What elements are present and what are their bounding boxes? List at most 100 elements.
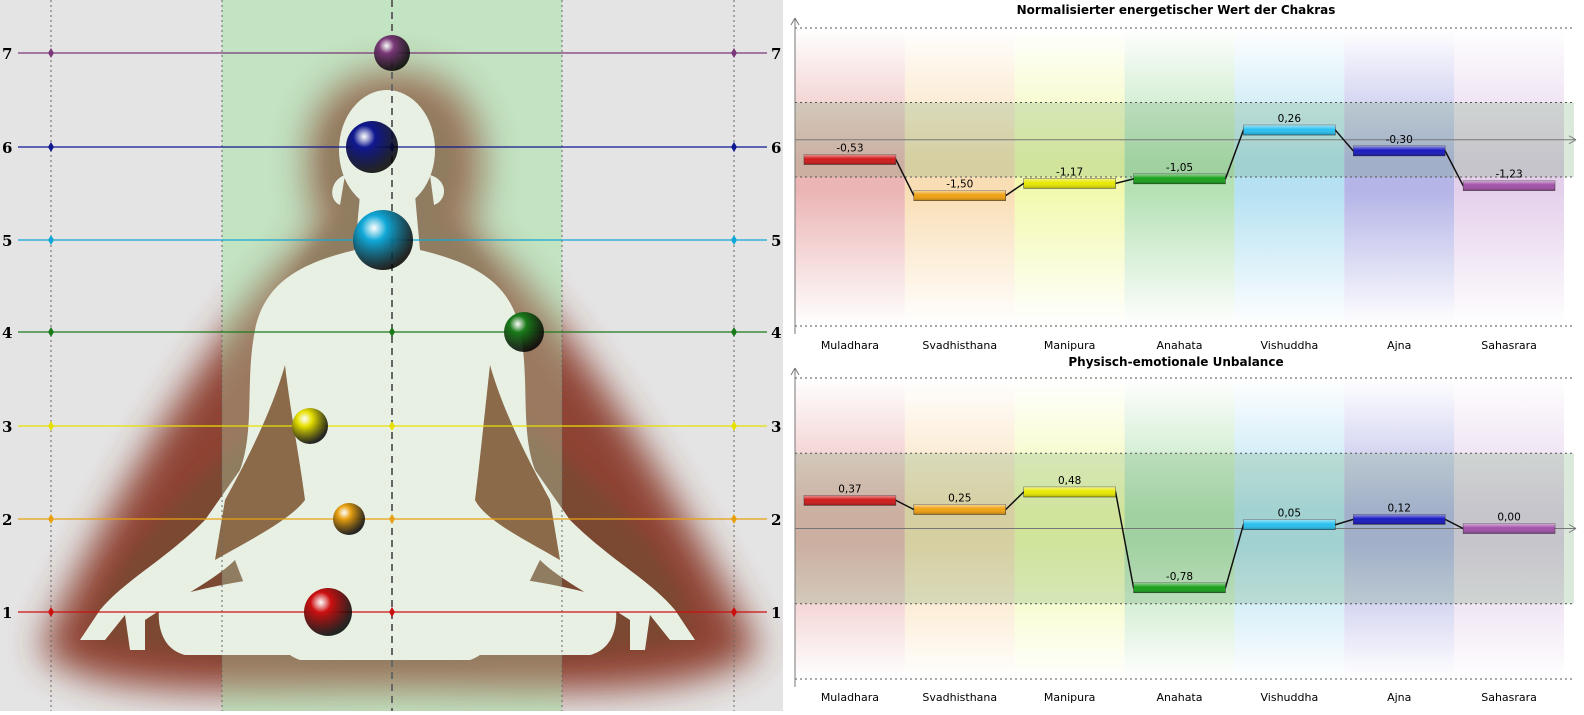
value-label: 0,37 [838, 483, 861, 495]
bar-shine [1243, 519, 1336, 530]
level-marker-4 [48, 327, 54, 337]
chart-1: Normalisierter energetischer Wert der Ch… [790, 3, 1577, 352]
value-label: 0,26 [1278, 113, 1302, 125]
level-label-left: 2 [2, 511, 12, 529]
bar-shine [1133, 173, 1226, 184]
category-label: Anahata [1156, 691, 1202, 704]
y-axis-arrow [790, 17, 800, 26]
bar-shine [1463, 523, 1555, 534]
level-marker-3 [731, 421, 737, 431]
category-label: Muladhara [821, 691, 879, 704]
level-label-left: 7 [2, 45, 12, 63]
category-label: Ajna [1387, 691, 1411, 704]
bar-shine [1133, 582, 1226, 593]
bar-shine [1023, 487, 1116, 498]
bar-shine [1463, 180, 1555, 191]
value-label: -0,30 [1386, 134, 1413, 146]
bar-shine [1243, 125, 1336, 136]
category-label: Svadhisthana [922, 339, 997, 352]
level-marker-2 [389, 514, 395, 524]
level-marker-2 [48, 514, 54, 524]
chakra-orb-4 [504, 312, 544, 352]
level-label-right: 3 [771, 418, 781, 436]
level-label-right: 1 [771, 604, 781, 622]
value-label: -1,23 [1495, 169, 1522, 181]
category-label: Sahasrara [1481, 339, 1537, 352]
value-label: -0,53 [836, 142, 863, 154]
level-marker-4 [731, 327, 737, 337]
level-marker-4 [389, 327, 395, 337]
bar-shine [1353, 145, 1446, 156]
y-axis-arrow [790, 367, 800, 376]
chakra-orb-2 [333, 503, 365, 535]
bar-shine [804, 154, 896, 165]
bar-shine [913, 190, 1006, 201]
level-marker-3 [48, 421, 54, 431]
level-marker-2 [731, 514, 737, 524]
category-label: Vishuddha [1261, 339, 1319, 352]
value-label: 0,00 [1497, 512, 1520, 524]
level-marker-6 [731, 142, 737, 152]
level-marker-7 [731, 48, 737, 58]
level-label-right: 7 [771, 45, 781, 63]
category-label: Manipura [1044, 691, 1095, 704]
value-label: 0,25 [948, 492, 971, 504]
level-label-left: 1 [2, 604, 12, 622]
chart-2: Physisch-emotionale Unbalance 0,37 0,25 0,4… [790, 355, 1577, 704]
level-marker-6 [48, 142, 54, 152]
zero-axis-arrow [1568, 524, 1577, 533]
level-marker-5 [731, 235, 737, 245]
value-label: -1,17 [1056, 166, 1083, 178]
chakra-orb-3 [292, 408, 328, 444]
chakra-orb-1 [304, 588, 352, 636]
level-label-left: 5 [2, 232, 12, 250]
category-label: Vishuddha [1261, 691, 1319, 704]
value-label: 0,48 [1058, 475, 1081, 487]
zero-axis-arrow [1568, 135, 1577, 145]
level-marker-3 [389, 421, 395, 431]
category-label: Svadhisthana [922, 691, 997, 704]
category-label: Sahasrara [1481, 691, 1537, 704]
level-label-right: 5 [771, 232, 781, 250]
value-label: 0,12 [1388, 502, 1411, 514]
vertical-gridlines [50, 0, 735, 711]
level-marker-1 [731, 607, 737, 617]
chart-title: Normalisierter energetischer Wert der Ch… [1017, 3, 1336, 17]
bar-shine [1023, 178, 1116, 189]
body-chakra-svg: 1 12 23 34 45 56 67 7 [0, 0, 783, 711]
charts-panel: Normalisierter energetischer Wert der Ch… [783, 0, 1584, 711]
level-label-right: 4 [771, 324, 781, 342]
value-label: -1,50 [946, 179, 973, 191]
level-label-left: 4 [2, 324, 12, 342]
category-label: Muladhara [821, 339, 879, 352]
level-label-right: 2 [771, 511, 781, 529]
chart-title: Physisch-emotionale Unbalance [1068, 355, 1283, 369]
value-label: -0,78 [1166, 571, 1193, 583]
level-marker-7 [48, 48, 54, 58]
level-marker-1 [389, 607, 395, 617]
value-label: -1,05 [1166, 162, 1193, 174]
bar-shine [804, 495, 896, 506]
bar-shine [913, 504, 1006, 515]
chakra-orb-6 [346, 121, 398, 173]
level-marker-5 [48, 235, 54, 245]
charts-svg: Normalisierter energetischer Wert der Ch… [790, 3, 1577, 704]
chakra-orb-7 [374, 35, 410, 71]
category-label: Ajna [1387, 339, 1411, 352]
category-label: Manipura [1044, 339, 1095, 352]
value-label: 0,05 [1278, 508, 1301, 520]
level-label-left: 6 [2, 139, 12, 157]
category-label: Anahata [1156, 339, 1202, 352]
chakra-orb-5 [353, 210, 413, 270]
bar-shine [1353, 514, 1446, 525]
level-marker-1 [48, 607, 54, 617]
level-label-right: 6 [771, 139, 781, 157]
